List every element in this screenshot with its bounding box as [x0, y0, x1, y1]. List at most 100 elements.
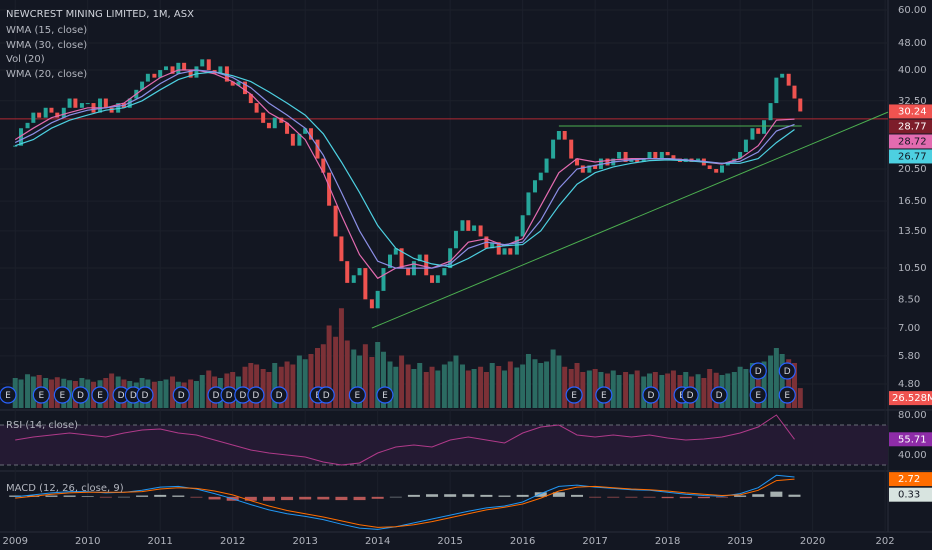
volume-bar [514, 367, 520, 408]
volume-bar [786, 359, 792, 408]
event-label: D [755, 367, 762, 377]
candle [357, 268, 362, 276]
candle [140, 81, 145, 90]
volume-bar [592, 369, 598, 408]
volume-bar [483, 372, 489, 408]
volume-bar [634, 370, 640, 408]
candle [756, 128, 761, 134]
x-tick-label: 2011 [147, 536, 172, 547]
volume-bar [338, 308, 344, 408]
candle [363, 268, 368, 300]
candle [653, 151, 658, 159]
histogram-bar [371, 496, 384, 499]
moving-average [14, 69, 795, 269]
x-tick-label: 2012 [220, 536, 245, 547]
volume-bar [586, 370, 592, 408]
legend-entry: WMA (15, close) [6, 25, 87, 36]
candle [774, 77, 779, 104]
layer-marks [13, 59, 803, 309]
trend-line [371, 111, 889, 329]
volume-bar [109, 373, 115, 408]
candle [308, 128, 313, 140]
volume-bar [48, 379, 54, 408]
volume-bar [453, 355, 459, 408]
histogram-bar [661, 496, 674, 499]
candle [562, 130, 567, 140]
event-marker [710, 386, 728, 404]
histogram-bar [63, 495, 76, 497]
candle [369, 299, 374, 309]
volume-bar [151, 381, 157, 408]
volume-bar [399, 355, 405, 408]
candle [248, 94, 253, 104]
candle [170, 66, 175, 74]
candle [25, 122, 30, 129]
x-tick-label: 2016 [510, 536, 535, 547]
price-label-box [889, 134, 932, 149]
event-label: E [59, 391, 65, 401]
event-label: D [252, 391, 259, 401]
candle [116, 103, 121, 113]
volume-bar [333, 336, 339, 408]
price-label-box [889, 487, 932, 502]
candle [526, 192, 531, 216]
volume-bar [170, 376, 176, 408]
volume-bar [628, 374, 634, 408]
event-marker [376, 386, 394, 404]
event-label: E [355, 391, 361, 401]
volume-bar [616, 375, 622, 408]
histogram-bar [697, 496, 710, 499]
event-label: E [784, 391, 790, 401]
candle [466, 220, 471, 231]
histogram-bar [589, 496, 602, 498]
price-label-box [889, 391, 932, 406]
candle [551, 139, 556, 159]
price-label-box [889, 472, 932, 487]
candle [587, 165, 592, 173]
y-tick-label: 4.80 [898, 379, 920, 390]
volume-bar [731, 372, 737, 408]
price-label: 30.24 [898, 106, 927, 117]
y-tick-label: 40.00 [898, 65, 927, 76]
volume-bar [562, 366, 568, 408]
event-label: D [647, 391, 654, 401]
candle [200, 59, 205, 67]
event-label: D [77, 391, 84, 401]
volume-bar [206, 370, 212, 408]
legend-entry: WMA (30, close) [6, 40, 87, 51]
candle [375, 290, 380, 309]
volume-bar [550, 349, 556, 408]
candle [399, 248, 404, 269]
volume-bar [423, 372, 429, 408]
price-label-box [889, 119, 932, 134]
event-marker [32, 386, 50, 404]
candle [532, 180, 537, 193]
volume-bar [791, 363, 797, 408]
candle [333, 205, 338, 237]
histogram-bar [299, 496, 312, 500]
volume-bar [465, 370, 471, 408]
candle [261, 112, 266, 123]
volume-bar [387, 361, 393, 408]
price-label-box [889, 104, 932, 119]
price-label: 26.528M [892, 393, 932, 404]
histogram-bar [172, 495, 185, 497]
candle [206, 59, 211, 71]
x-tick-label: 2015 [437, 536, 462, 547]
event-marker [71, 386, 90, 404]
event-marker [565, 386, 583, 404]
volume-bar [417, 363, 423, 408]
histogram-bar [244, 496, 257, 501]
volume-bar [755, 364, 761, 408]
volume-bar [556, 355, 562, 408]
candle [647, 151, 652, 159]
event-marker [270, 386, 288, 404]
histogram-bar [353, 496, 366, 501]
candle [254, 103, 259, 113]
pane-title: RSI (14, close) [6, 420, 78, 431]
volume-bar [188, 379, 194, 408]
volume-bar [193, 381, 199, 408]
price-label: 28.77 [898, 121, 927, 132]
candle [743, 139, 748, 152]
candle [315, 139, 320, 159]
